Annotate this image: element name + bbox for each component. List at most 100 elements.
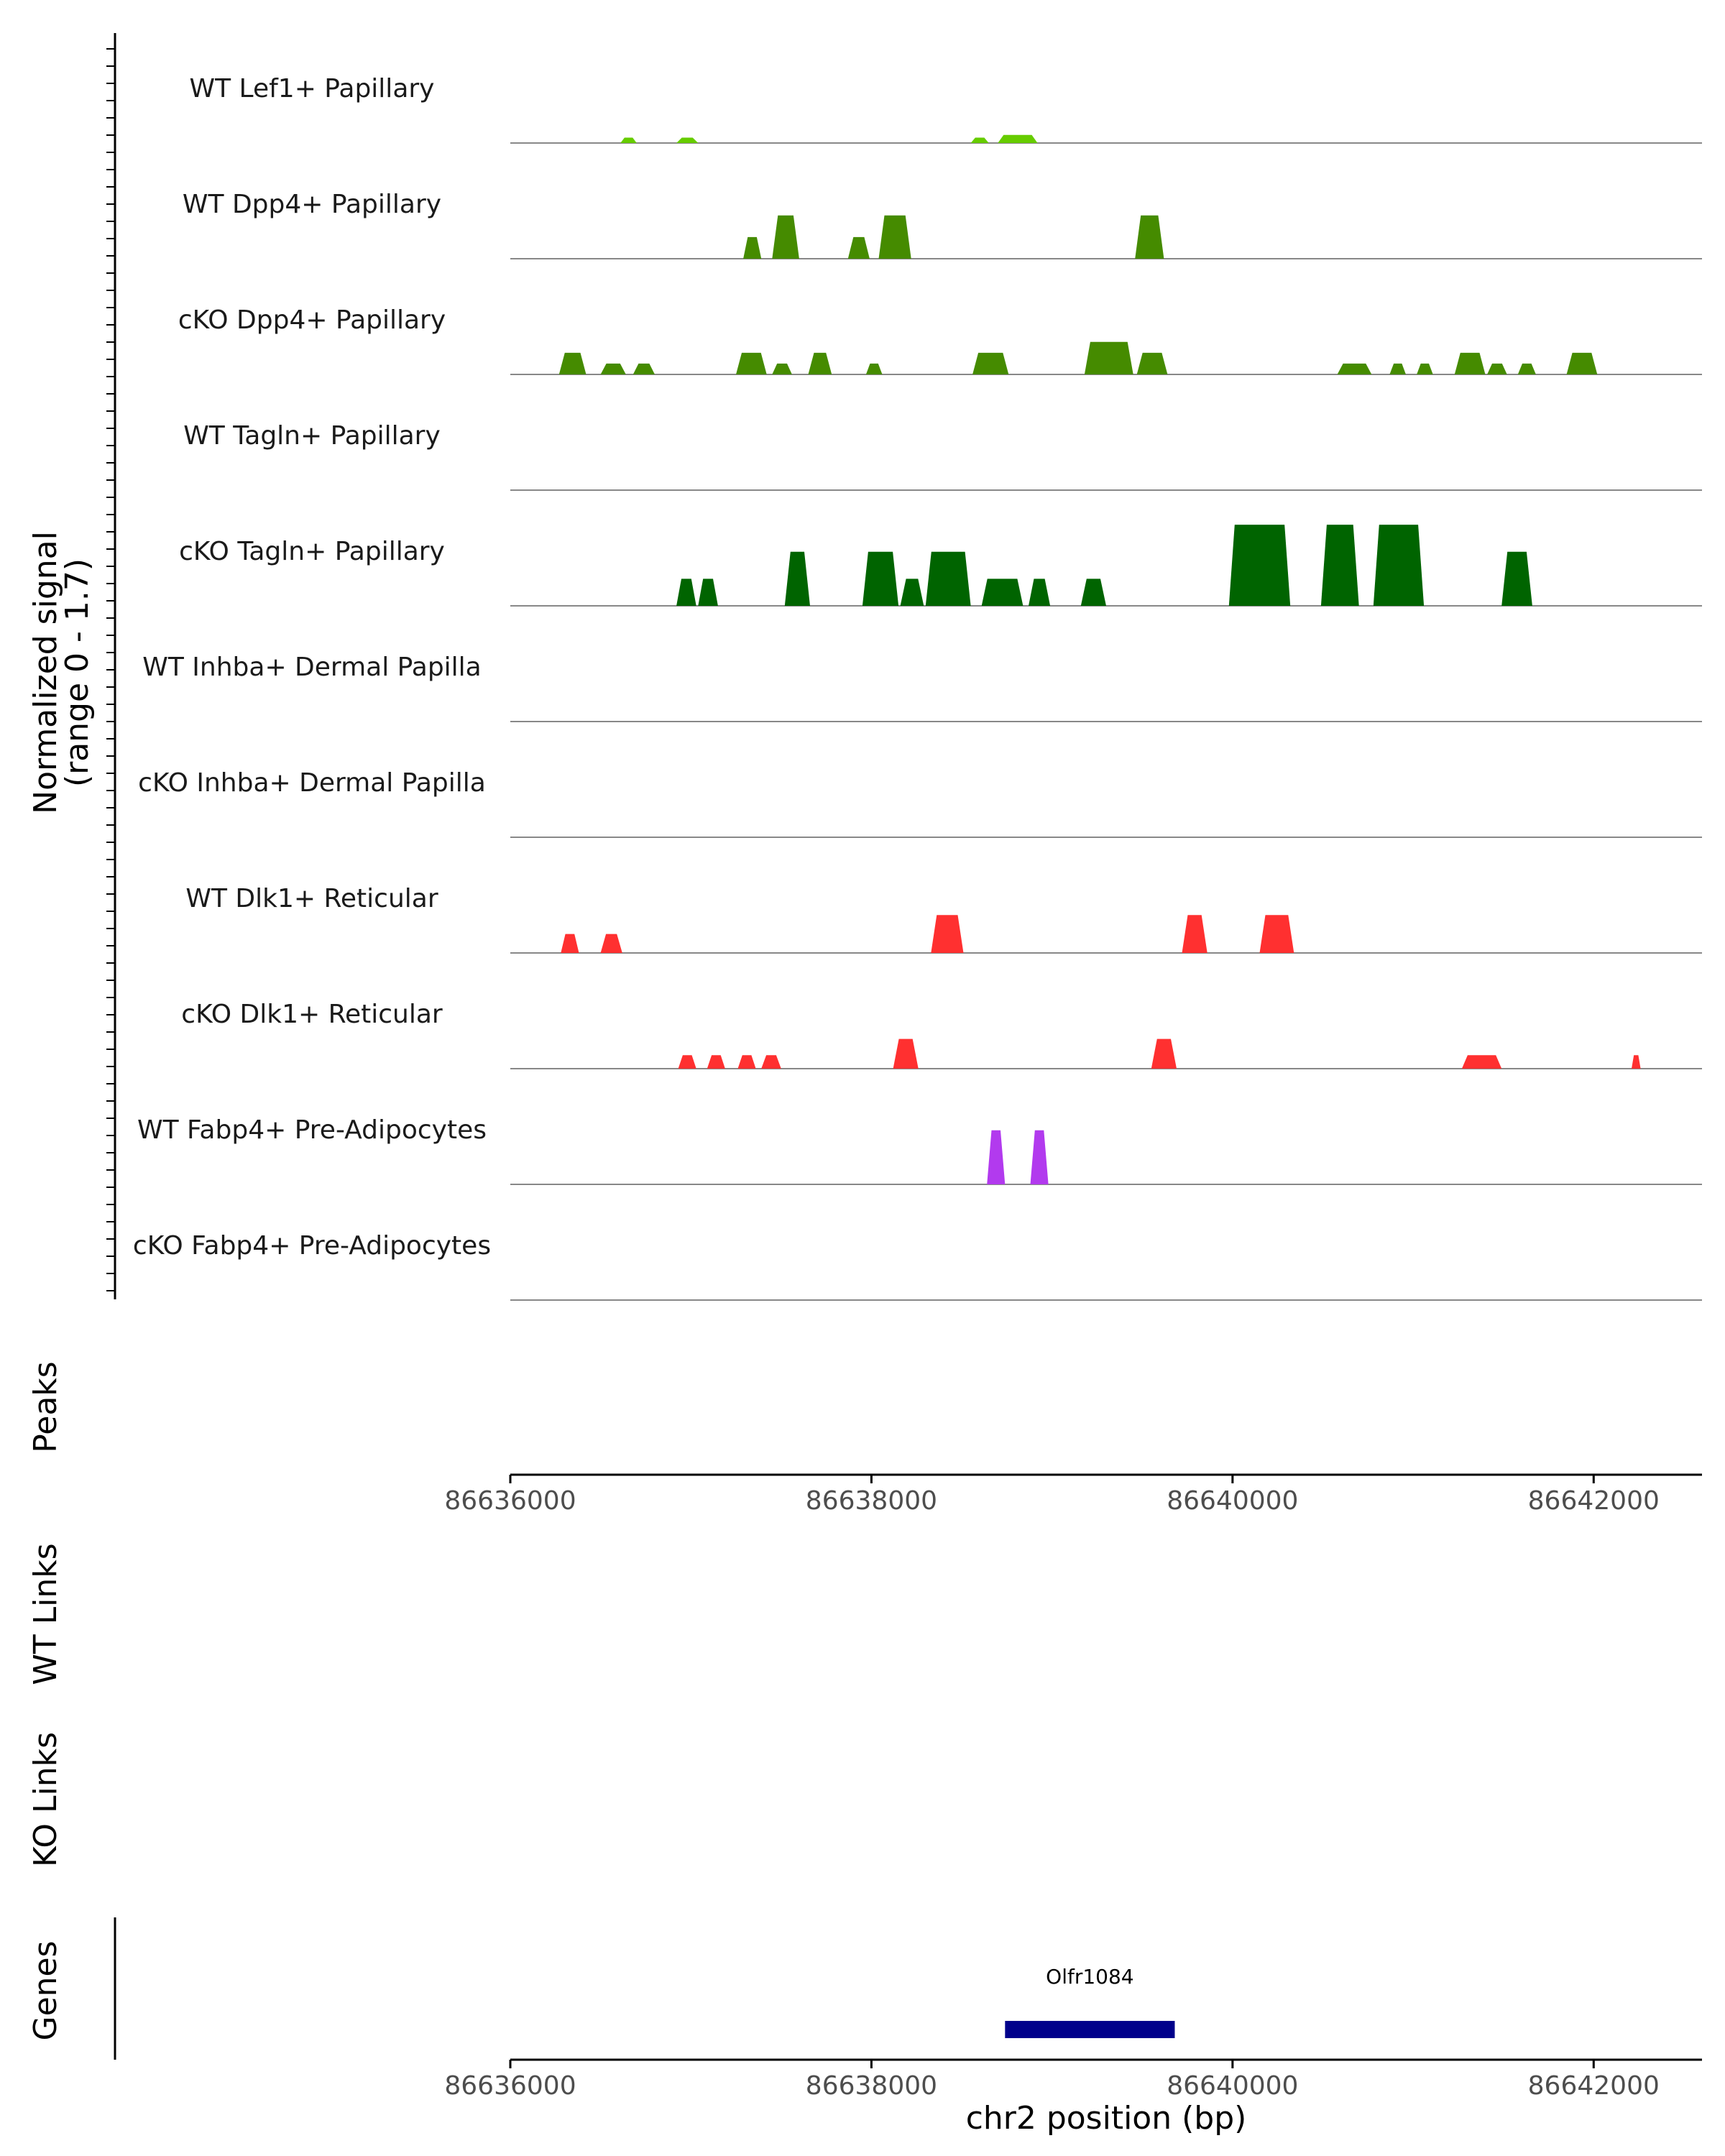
x-tick-label: 86642000 [1528,1486,1660,1516]
panel-label-ko-links: KO Links [27,1732,64,1867]
x-tick-label: 86642000 [1528,2071,1660,2101]
track-3: WT Tagln+ Papillary [183,421,1702,491]
track-2: cKO Dpp4+ Papillary [178,305,1702,375]
signal-peak [1487,363,1507,374]
signal-tracks: WT Lef1+ Papillary WT Dpp4+ Papillary cKO … [133,74,1702,1301]
signal-peak [772,215,799,259]
track-label: WT Fabp4+ Pre-Adipocytes [137,1115,487,1145]
signal-peak [1417,363,1433,374]
signal-peak [847,236,870,259]
signal-peak [1337,363,1372,374]
signal-peak [736,352,767,374]
track-1: WT Dpp4+ Papillary [183,190,1702,259]
signal-peak [931,915,964,953]
signal-peak [600,934,622,953]
track-label: cKO Inhba+ Dermal Papilla [138,768,486,798]
track-label: WT Inhba+ Dermal Papilla [142,653,481,682]
signal-peak [998,134,1038,143]
signal-peak [862,551,899,606]
signal-peak [1454,352,1486,374]
signal-peak [1029,579,1051,606]
track-0: WT Lef1+ Papillary [190,74,1702,144]
signal-peak [1259,915,1294,953]
signal-peak [558,352,586,374]
track-label: cKO Dpp4+ Papillary [178,305,446,335]
signal-peak [878,215,911,259]
track-label: WT Dlk1+ Reticular [185,884,438,913]
signal-peak [1389,363,1406,374]
track-6: cKO Inhba+ Dermal Papilla [138,768,1702,838]
signal-peak [1501,551,1532,606]
signal-peak [1136,352,1168,374]
panel-label-genes: Genes [27,1940,64,2040]
signal-peak [1151,1038,1177,1069]
gene-body [1005,2021,1175,2038]
signal-peak [900,579,924,606]
track-label: cKO Tagln+ Papillary [179,537,445,566]
signal-peak [743,236,762,259]
track-5: WT Inhba+ Dermal Papilla [142,653,1702,722]
x-tick-label: 86638000 [806,1486,937,1516]
signal-peak [893,1038,919,1069]
x-tick-label: 86638000 [806,2071,937,2101]
signal-peak [620,137,637,143]
signal-peak [676,579,696,606]
signal-peak [698,579,718,606]
signal-peak [600,363,626,374]
x-tick-label: 86636000 [444,2071,576,2101]
signal-peak [972,352,1009,374]
signal-peak [970,137,989,143]
track-7: WT Dlk1+ Reticular [185,884,1702,954]
panel-label-peaks: Peaks [27,1361,64,1452]
y-axis-title: Normalized signal (range 0 - 1.7) [27,531,96,814]
track-4: cKO Tagln+ Papillary [179,525,1702,607]
signal-peak [761,1055,781,1069]
signal-peak [1320,525,1359,606]
signal-peak [1228,525,1291,606]
signal-peak [561,934,579,953]
track-label: WT Tagln+ Papillary [183,421,441,451]
x-tick-label: 86640000 [1167,2071,1298,2101]
track-9: WT Fabp4+ Pre-Adipocytes [137,1115,1702,1185]
x-axis-title: chr2 position (bp) [966,2100,1247,2137]
signal-peak [1084,341,1133,374]
signal-peak [1517,363,1536,374]
signal-peak [1080,579,1106,606]
signal-peak [1566,352,1598,374]
signal-peak [1135,215,1164,259]
signal-peak [865,363,883,374]
y-axis-title-line2: (range 0 - 1.7) [59,558,96,787]
signal-peak [784,551,810,606]
track-label: WT Dpp4+ Papillary [183,190,441,219]
y-axis-title-line1: Normalized signal [27,531,64,814]
signal-peak [707,1055,725,1069]
track-8: cKO Dlk1+ Reticular [181,1000,1702,1069]
signal-peak [808,352,832,374]
signal-y-axis-ticks [106,48,115,1291]
peaks-x-axis-ticks: 86636000 86638000 86640000 86642000 [444,1475,1660,1516]
gene-track: Olfr1084 [1005,1965,1175,2038]
signal-peak [1461,1055,1502,1069]
signal-peak [987,1130,1006,1184]
signal-peak [981,579,1024,606]
track-label: WT Lef1+ Papillary [190,74,435,103]
track-label: cKO Fabp4+ Pre-Adipocytes [133,1231,491,1261]
signal-peak [925,551,971,606]
signal-peak [676,137,699,143]
signal-peak [1373,525,1425,606]
panel-label-wt-links: WT Links [27,1543,64,1685]
signal-peak [1182,915,1208,953]
signal-peak [632,363,655,374]
track-10: cKO Fabp4+ Pre-Adipocytes [133,1231,1702,1301]
track-label: cKO Dlk1+ Reticular [181,1000,443,1029]
x-tick-label: 86636000 [444,1486,576,1516]
x-tick-label: 86640000 [1167,1486,1298,1516]
signal-peak [1632,1055,1641,1069]
signal-peak [1030,1130,1049,1184]
signal-peak [772,363,792,374]
gene-label: Olfr1084 [1046,1965,1133,1989]
signal-peak [737,1055,756,1069]
genes-x-axis-ticks: 86636000 86638000 86640000 86642000 [444,2060,1660,2101]
signal-peak [678,1055,696,1069]
